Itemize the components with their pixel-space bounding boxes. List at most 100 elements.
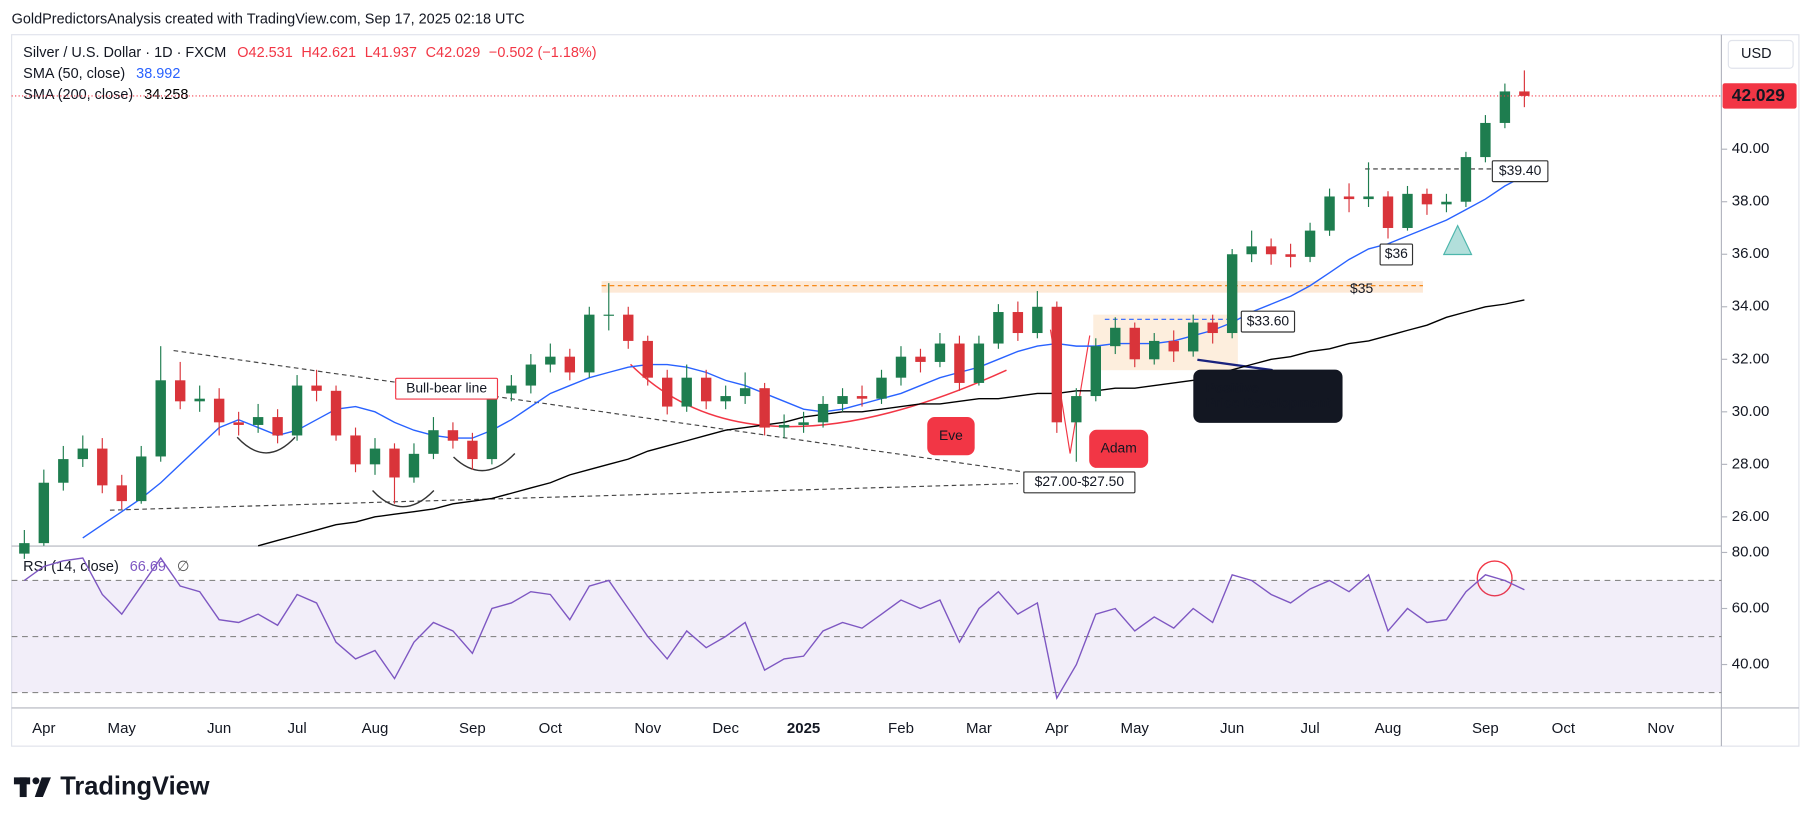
candle-body (720, 396, 731, 402)
x-tick-label: Jun (207, 720, 231, 737)
ohlc-value: H42.621 (301, 45, 356, 61)
annotation: $35 (1350, 280, 1373, 296)
candle-body (428, 430, 439, 454)
ohlc-change: −0.502 (−1.18%) (489, 45, 597, 61)
candle-body (252, 417, 264, 425)
x-tick-label: Oct (539, 720, 563, 737)
candle-body (1324, 196, 1335, 231)
arc (372, 490, 435, 508)
y-tick-label: 60.00 (1732, 599, 1770, 616)
currency[interactable]: USD (1741, 46, 1772, 62)
candle-body (97, 448, 108, 486)
y-tick-label: 80.00 (1732, 543, 1770, 560)
candle-body (584, 314, 595, 373)
arc (236, 436, 296, 454)
candle-body (38, 482, 50, 544)
candle-body (1480, 122, 1491, 158)
candle-body (1382, 196, 1394, 228)
candle-body (915, 356, 926, 362)
candle-body (1402, 193, 1413, 228)
annotation: $36 (1385, 245, 1408, 261)
candle-body (272, 417, 283, 436)
attribution: GoldPredictorsAnalysis created with Trad… (12, 11, 525, 27)
brand-logo (13, 777, 51, 798)
candle-body (662, 377, 673, 407)
candle-body (1032, 306, 1043, 334)
candle-body (1051, 306, 1063, 423)
annotation-box (1023, 471, 1136, 494)
symbol: Silver / U.S. Dollar · 1D · FXCM (23, 45, 226, 61)
candle-body (291, 385, 303, 436)
annotation-box (927, 417, 975, 456)
currency-box[interactable] (1727, 39, 1794, 69)
candle-body (350, 435, 361, 465)
candle-body (447, 430, 459, 441)
candle-body (389, 448, 400, 478)
x-tick-label: Jul (287, 720, 306, 737)
candle-body (1499, 91, 1511, 123)
legend-value: 66.69 (130, 559, 166, 575)
candle-body (1265, 246, 1277, 255)
logo-part (34, 777, 51, 798)
candle-body (759, 388, 770, 428)
candle-body (136, 456, 147, 502)
candle-body (467, 440, 478, 460)
x-tick-label: Dec (712, 720, 739, 737)
candle-body (1071, 396, 1082, 423)
bull-bear-trendline (173, 349, 1024, 473)
candle-body (506, 385, 517, 394)
annotation: Positive (1205, 379, 1258, 395)
candle-body (1090, 346, 1101, 397)
x-tick-label: Nov (634, 720, 661, 737)
x-tick-label: Mar (966, 720, 992, 737)
y-tick-label: 26.00 (1732, 508, 1770, 525)
candle-body (77, 448, 88, 460)
last-price-label: 42.029 (1732, 85, 1785, 105)
candle-body (525, 364, 537, 386)
rsi-highlight (1476, 560, 1513, 597)
x-tick-label: Aug (362, 720, 389, 737)
candle-body (174, 380, 186, 402)
candle-body (700, 377, 712, 402)
candle-body (642, 340, 653, 378)
candle-body (603, 314, 614, 316)
candle-body (1187, 322, 1199, 352)
annotation-box (1491, 160, 1549, 183)
annotation: Price Development (1205, 394, 1330, 410)
y-tick-label: 28.00 (1732, 455, 1770, 472)
y-tick-label: 30.00 (1732, 403, 1770, 420)
legend-extra: ∅ (177, 559, 190, 575)
candle-body (233, 422, 244, 425)
candle-body (1226, 254, 1238, 334)
candle-body (330, 390, 342, 436)
candle-body (486, 393, 498, 460)
candle-body (623, 314, 634, 341)
candle-body (369, 448, 381, 465)
candle-body (817, 403, 829, 423)
candle-body (934, 343, 946, 362)
candle-body (895, 356, 907, 378)
legend-value: 34.258 (144, 87, 188, 103)
candle-body (993, 312, 1004, 344)
logo-part (32, 777, 40, 785)
y-tick-label: 40.00 (1732, 140, 1770, 157)
y-tick-label: 36.00 (1732, 245, 1770, 262)
candle-body (116, 485, 127, 502)
x-tick-label: Aug (1375, 720, 1402, 737)
candle-body (1519, 91, 1530, 96)
x-tick-label: May (108, 720, 137, 737)
logo-part (19, 777, 27, 798)
x-tick-label: Jul (1300, 720, 1319, 737)
up-marker (1442, 224, 1473, 256)
candle-body (1304, 230, 1316, 257)
annotation: Bull-bear line (406, 379, 487, 395)
last-price-box (1722, 83, 1797, 109)
y-tick-label: 38.00 (1732, 193, 1770, 210)
brand: TradingView (60, 773, 210, 801)
candle-body (1285, 254, 1296, 257)
annotation: $33.60 (1247, 312, 1290, 328)
rsi-line (23, 556, 1525, 701)
y-tick-label: 40.00 (1732, 656, 1770, 673)
x-tick-label: May (1121, 720, 1150, 737)
